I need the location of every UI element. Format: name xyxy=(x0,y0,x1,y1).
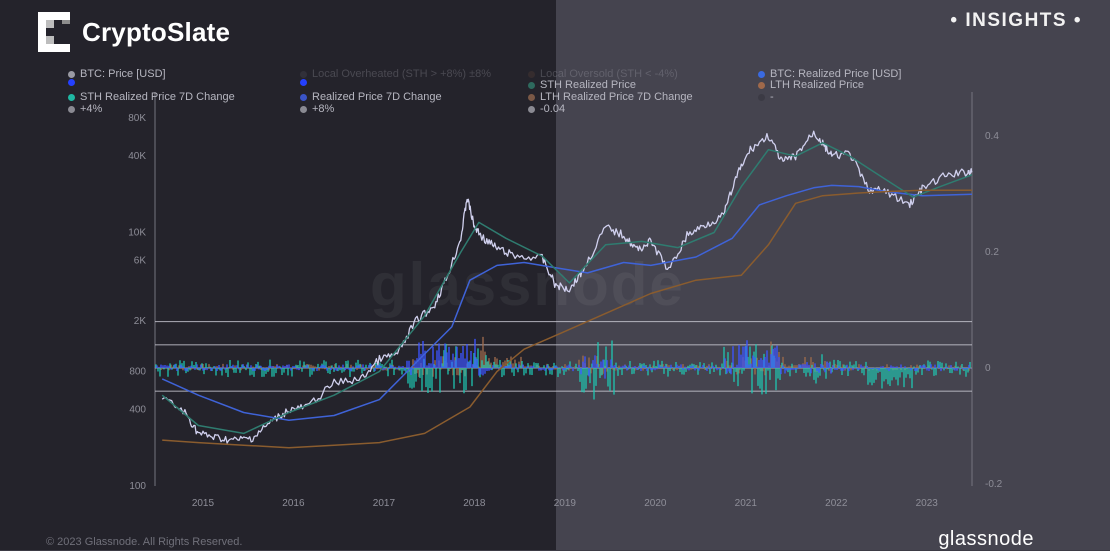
legend-label: LTH Realized Price xyxy=(770,79,864,91)
legend-item xyxy=(68,79,80,86)
legend-marker xyxy=(758,81,765,89)
legend-label: Local Oversold (STH < -4%) xyxy=(540,68,678,80)
legend-item: STH Realized Price xyxy=(528,79,636,91)
series-line xyxy=(161,184,973,422)
x-tick-label: 2017 xyxy=(373,498,396,509)
chart-background-left xyxy=(0,0,556,550)
legend-marker xyxy=(528,93,535,101)
legend-label: BTC: Price [USD] xyxy=(80,68,166,80)
legend-marker xyxy=(300,93,307,101)
legend-marker xyxy=(68,93,75,101)
legend-item: BTC: Price [USD] xyxy=(68,68,166,80)
brand-name: CryptoSlate xyxy=(82,16,231,47)
legend-marker xyxy=(300,79,307,86)
insights-badge: • INSIGHTS • xyxy=(950,10,1082,31)
cryptoslate-logo-icon xyxy=(38,12,70,52)
legend-label: +4% xyxy=(80,103,103,115)
y-left-tick-label: 100 xyxy=(129,481,146,492)
legend-marker xyxy=(300,105,307,113)
x-tick-label: 2019 xyxy=(554,498,577,509)
y-right-tick-label: 0.4 xyxy=(985,131,999,142)
legend-label: - xyxy=(770,91,774,103)
legend-marker xyxy=(758,70,765,78)
legend-label: Realized Price 7D Change xyxy=(312,91,442,103)
legend-item: +4% xyxy=(68,103,102,115)
x-tick-label: 2021 xyxy=(735,498,758,509)
legend-label: STH Realized Price 7D Change xyxy=(80,91,235,103)
y-left-tick-label: 2K xyxy=(134,316,147,327)
legend-item: STH Realized Price 7D Change xyxy=(68,91,235,103)
legend-item: LTH Realized Price xyxy=(758,79,864,91)
legend-marker xyxy=(68,105,75,113)
legend-item: +8% xyxy=(300,103,334,115)
legend-label: LTH Realized Price 7D Change xyxy=(540,91,693,103)
x-tick-label: 2016 xyxy=(282,498,305,509)
realized-change-bars xyxy=(154,338,972,379)
series-line xyxy=(162,189,972,449)
legend-item: - xyxy=(758,91,774,103)
chart-background-right xyxy=(556,0,1110,550)
legend-item: Local Oversold (STH < -4%) xyxy=(528,68,678,80)
series-line xyxy=(161,142,973,435)
legend-label: -0.04 xyxy=(540,103,566,115)
y-left-tick-label: 6K xyxy=(134,256,147,267)
legend-marker xyxy=(528,81,535,89)
y-right-tick-label: -0.2 xyxy=(985,479,1003,490)
legend-marker xyxy=(758,93,765,101)
legend-item: Realized Price 7D Change xyxy=(300,91,442,103)
legend-label: STH Realized Price xyxy=(540,79,636,91)
x-tick-label: 2015 xyxy=(192,498,215,509)
y-left-tick-label: 400 xyxy=(129,405,146,416)
y-left-tick-label: 80K xyxy=(128,113,146,124)
y-left-tick-label: 10K xyxy=(128,227,146,238)
cryptoslate-logo: CryptoSlate xyxy=(38,12,230,52)
legend-item: Local Overheated (STH > +8%) ±8% xyxy=(300,68,491,80)
x-tick-label: 2023 xyxy=(916,498,939,509)
sth-change-bars xyxy=(155,340,971,400)
legend-marker xyxy=(68,79,75,86)
legend-marker xyxy=(300,70,307,78)
legend-item: BTC: Realized Price [USD] xyxy=(758,68,901,80)
legend-marker xyxy=(528,70,535,78)
legend-item: LTH Realized Price 7D Change xyxy=(528,91,693,103)
y-right-tick-label: 0.2 xyxy=(985,247,999,258)
legend-item: -0.04 xyxy=(528,103,565,115)
x-tick-label: 2018 xyxy=(463,498,486,509)
y-left-tick-label: 40K xyxy=(128,151,146,162)
y-left-tick-label: 800 xyxy=(129,367,146,378)
x-tick-label: 2020 xyxy=(644,498,667,509)
legend-marker xyxy=(528,105,535,113)
legend-label: BTC: Realized Price [USD] xyxy=(770,68,902,80)
y-right-tick-label: 0 xyxy=(985,363,991,374)
chart-legend: BTC: Price [USD] STH Realized Price 7D Ch… xyxy=(68,68,908,124)
glassnode-logo: glassnode xyxy=(938,528,1034,550)
copyright-text: © 2023 Glassnode. All Rights Reserved. xyxy=(46,536,243,548)
legend-item xyxy=(300,79,312,86)
x-tick-label: 2022 xyxy=(825,498,848,509)
legend-label: +8% xyxy=(312,103,335,115)
legend-label: Local Overheated (STH > +8%) ±8% xyxy=(312,68,492,80)
series-line xyxy=(161,130,973,444)
legend-marker xyxy=(68,70,75,78)
